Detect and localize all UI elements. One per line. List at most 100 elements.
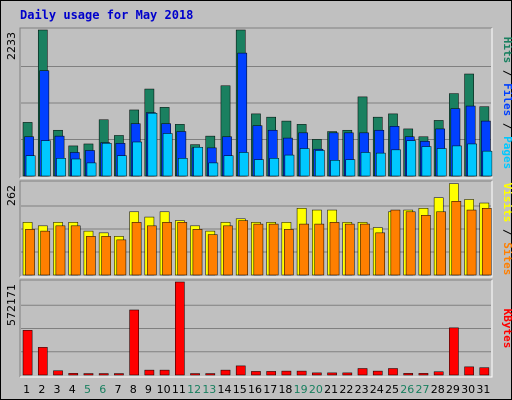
bar-kbytes-day-3 (53, 370, 63, 376)
bar-sites-day-14 (223, 225, 233, 276)
day-label-14: 14 (218, 383, 232, 396)
side-label-part: Pages (501, 136, 512, 169)
bar-pages-day-6 (101, 143, 112, 177)
day-label-5: 5 (84, 383, 91, 396)
day-label-17: 17 (263, 383, 277, 396)
bar-kbytes-day-4 (68, 373, 79, 376)
bar-sites-day-30 (466, 209, 477, 276)
day-label-31: 31 (476, 383, 490, 396)
day-label-15: 15 (233, 383, 247, 396)
bar-sites-day-16 (253, 223, 264, 276)
bar-kbytes-day-24 (372, 370, 383, 376)
bar-pages-day-9 (147, 112, 158, 177)
bar-pages-day-29 (452, 145, 462, 177)
side-label-part: Sites (501, 242, 512, 275)
bar-pages-day-11 (178, 158, 188, 177)
bar-pages-day-20 (315, 150, 325, 177)
bar-pages-day-15 (238, 152, 249, 177)
side-label-kbytes: KBytes (501, 309, 512, 349)
bar-kbytes-day-11 (175, 281, 185, 376)
bar-pages-day-16 (254, 159, 264, 177)
chart-title: Daily usage for May 2018 (20, 8, 193, 22)
bar-kbytes-day-14 (220, 369, 231, 376)
bar-kbytes-day-31 (479, 367, 490, 376)
bar-sites-day-5 (86, 236, 96, 276)
bar-sites-day-20 (314, 223, 325, 276)
bar-kbytes-day-10 (159, 369, 170, 376)
bar-sites-day-27 (421, 215, 431, 276)
day-labels: 1 2 3 4 5 6 7 8 9 10 11 12 13 14 15 16 17 18 19 20 21 22 23 24 2… (23, 383, 490, 396)
day-label-21: 21 (324, 383, 338, 396)
bar-kbytes-day-17 (266, 371, 276, 376)
bar-kbytes-day-29 (449, 327, 459, 376)
bar-sites-day-8 (131, 222, 142, 276)
bar-pages-day-27 (421, 146, 432, 177)
day-label-12: 12 (187, 383, 201, 396)
day-label-3: 3 (54, 383, 61, 396)
day-label-25: 25 (385, 383, 399, 396)
bar-kbytes-day-9 (144, 369, 155, 376)
bar-sites-day-11 (177, 222, 188, 276)
panel-visits-sites-bevel-dark (19, 180, 492, 277)
bar-kbytes-day-15 (235, 365, 246, 376)
bar-pages-day-3 (56, 158, 66, 177)
bar-pages-day-22 (345, 159, 356, 177)
bar-pages-day-12 (193, 146, 203, 177)
bar-sites-day-15 (238, 220, 248, 276)
bar-kbytes-day-5 (83, 373, 94, 376)
bar-pages-day-10 (162, 133, 173, 177)
bar-kbytes-day-18 (281, 370, 292, 376)
bar-kbytes-day-23 (357, 368, 368, 376)
panel-visits-sites: 262 Visits / Sites (5, 180, 512, 278)
bar-kbytes-day-26 (403, 373, 414, 376)
bar-pages-day-5 (86, 162, 97, 177)
day-label-20: 20 (309, 383, 323, 396)
bar-kbytes-day-22 (342, 372, 353, 376)
panels: 2233 Hits / Files / Pages 262 Visits / Site… (5, 27, 512, 378)
ymax-label-hits-files-pages: 2233 (5, 32, 18, 60)
bar-kbytes-day-8 (129, 309, 139, 376)
bar-sites-day-19 (299, 223, 309, 276)
bar-sites-day-6 (101, 236, 111, 276)
bar-kbytes-day-19 (296, 370, 307, 376)
bar-sites-day-18 (284, 229, 294, 276)
bar-pages-day-17 (269, 158, 280, 177)
side-label-visits-sites: Visits / Sites (501, 183, 512, 276)
day-label-4: 4 (69, 383, 76, 396)
bar-sites-day-31 (481, 208, 492, 276)
bar-pages-day-4 (71, 158, 82, 177)
day-label-28: 28 (431, 383, 445, 396)
side-label-part: / (501, 63, 512, 83)
bar-sites-day-23 (360, 223, 370, 276)
bar-pages-day-31 (482, 150, 493, 177)
bar-pages-day-28 (436, 148, 447, 177)
panel-hits-files-pages-bevel-dark (19, 27, 492, 178)
side-label-part: Files (501, 83, 512, 116)
bar-kbytes-day-28 (433, 371, 444, 376)
bar-sites-day-13 (207, 234, 218, 276)
bar-kbytes-day-2 (37, 347, 48, 376)
day-label-9: 9 (145, 383, 152, 396)
bar-pages-day-1 (25, 155, 36, 177)
bar-kbytes-day-20 (312, 372, 322, 376)
bar-pages-day-25 (391, 149, 401, 177)
bar-pages-day-2 (41, 140, 51, 177)
bar-pages-day-7 (117, 155, 127, 177)
day-label-10: 10 (157, 383, 171, 396)
day-label-22: 22 (339, 383, 353, 396)
bar-pages-day-13 (208, 162, 219, 177)
bar-sites-day-3 (55, 225, 66, 276)
panel-kbytes: 572171 KBytes (5, 279, 512, 378)
day-label-13: 13 (202, 383, 216, 396)
day-label-27: 27 (415, 383, 429, 396)
bar-pages-day-18 (284, 154, 295, 177)
day-label-26: 26 (400, 383, 414, 396)
day-label-1: 1 (23, 383, 30, 396)
bar-kbytes-day-25 (388, 368, 398, 376)
day-label-2: 2 (38, 383, 45, 396)
bar-sites-day-29 (451, 201, 462, 276)
bar-kbytes-day-7 (114, 373, 124, 376)
day-label-11: 11 (172, 383, 186, 396)
side-label-hits-files-pages: Hits / Files / Pages (501, 37, 512, 170)
